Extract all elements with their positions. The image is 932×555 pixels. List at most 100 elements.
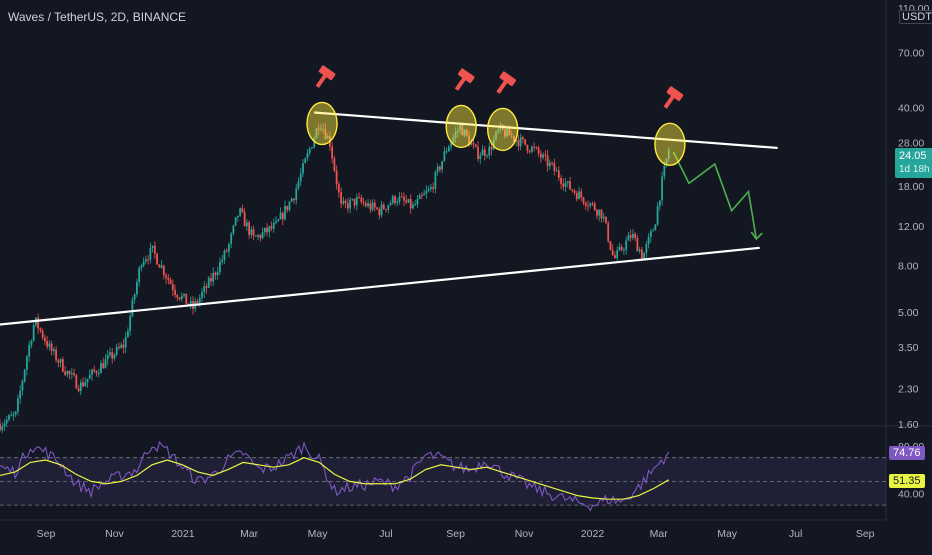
candle-body (183, 293, 185, 296)
candle-body (10, 415, 13, 417)
candle-body (59, 359, 62, 363)
highlighted-tops (306, 65, 686, 167)
candle-body (438, 166, 441, 170)
highlight-circle (654, 122, 686, 167)
candle-body (623, 249, 625, 251)
candle-body (234, 217, 237, 226)
support-trendline[interactable] (0, 246, 760, 326)
hammer-head (499, 71, 517, 87)
candle-body (142, 261, 145, 266)
candle-body (61, 359, 64, 372)
candle-body (344, 200, 347, 203)
candle-body (470, 143, 473, 146)
candle-body (153, 245, 156, 254)
resistance-trendline[interactable] (314, 111, 778, 150)
candle-body (131, 299, 134, 317)
candle-body (573, 190, 576, 193)
candle-body (488, 146, 491, 156)
candle-body (333, 158, 336, 171)
y-tick-label: 2.30 (898, 383, 919, 395)
candle-body (645, 244, 648, 253)
candle-body (454, 132, 457, 138)
candle-body (223, 250, 226, 260)
rsi-y-tick-label: 40.00 (898, 488, 924, 500)
candle-body (616, 250, 619, 259)
candle-body (539, 153, 542, 158)
currency-unit-label[interactable]: USDT (899, 10, 932, 24)
candle-body (136, 282, 138, 295)
y-tick-label: 18.00 (898, 181, 924, 193)
candle-body (64, 371, 66, 375)
x-tick-label: May (308, 528, 329, 540)
trendlines[interactable] (0, 111, 778, 326)
candle-body (320, 128, 322, 130)
candle-body (52, 349, 55, 352)
candle-body (526, 144, 529, 151)
candle-body (55, 349, 58, 361)
candle-body (584, 202, 587, 206)
hammer-icon (454, 68, 475, 91)
candle-body (263, 227, 266, 233)
candle-body (378, 208, 381, 216)
candle-body (364, 203, 367, 207)
candle-body (661, 176, 663, 201)
candle-body (70, 373, 73, 375)
candle-body (414, 204, 417, 206)
candle-body (483, 149, 486, 156)
x-tick-label: Mar (650, 528, 669, 540)
rsi-ma-value-badge: 51.35 (889, 474, 925, 488)
hammer-head (457, 68, 475, 83)
candle-body (353, 198, 356, 206)
candle-body (398, 196, 401, 202)
candle-body (373, 202, 376, 208)
candle-body (270, 226, 273, 229)
candle-body (326, 136, 329, 139)
candle-body (468, 135, 470, 146)
candle-body (259, 235, 262, 239)
candle-body (48, 343, 51, 347)
candle-body (358, 197, 360, 199)
candle-body (91, 369, 93, 375)
candle-body (250, 229, 253, 235)
candle-body (620, 246, 623, 251)
candle-body (382, 204, 385, 210)
candle-body (396, 201, 399, 204)
candle-body (140, 265, 143, 269)
y-tick-label: 28.00 (898, 138, 924, 150)
y-tick-label: 40.00 (898, 102, 924, 114)
x-tick-label: Nov (105, 528, 124, 540)
candle-body (306, 152, 309, 159)
candle-body (277, 219, 280, 222)
candle-body (288, 201, 291, 210)
candle-body (254, 235, 257, 237)
candle-body (555, 170, 558, 172)
candle-body (497, 129, 500, 132)
candle-body (409, 199, 412, 209)
candle-body (17, 398, 19, 412)
candle-body (210, 278, 212, 282)
candle-body (387, 205, 390, 210)
candle-body (236, 215, 239, 218)
candle-body (412, 204, 414, 209)
candle-body (649, 231, 652, 237)
candle-body (474, 144, 477, 147)
candle-body (138, 268, 141, 283)
x-tick-label: Nov (515, 528, 534, 540)
candle-body (418, 195, 421, 200)
projection-path[interactable] (672, 151, 758, 240)
hammer-icon (663, 86, 684, 109)
candle-body (461, 124, 464, 136)
candle-body (513, 136, 515, 142)
candle-body (118, 346, 120, 348)
candle-body (144, 259, 147, 262)
candle-body (178, 297, 181, 300)
candle-body (535, 147, 538, 149)
candle-body (335, 170, 338, 185)
candle-body (492, 139, 495, 150)
candle-body (459, 124, 461, 131)
candle-body (100, 363, 102, 374)
candle-body (394, 196, 396, 204)
candle-body (376, 207, 378, 209)
